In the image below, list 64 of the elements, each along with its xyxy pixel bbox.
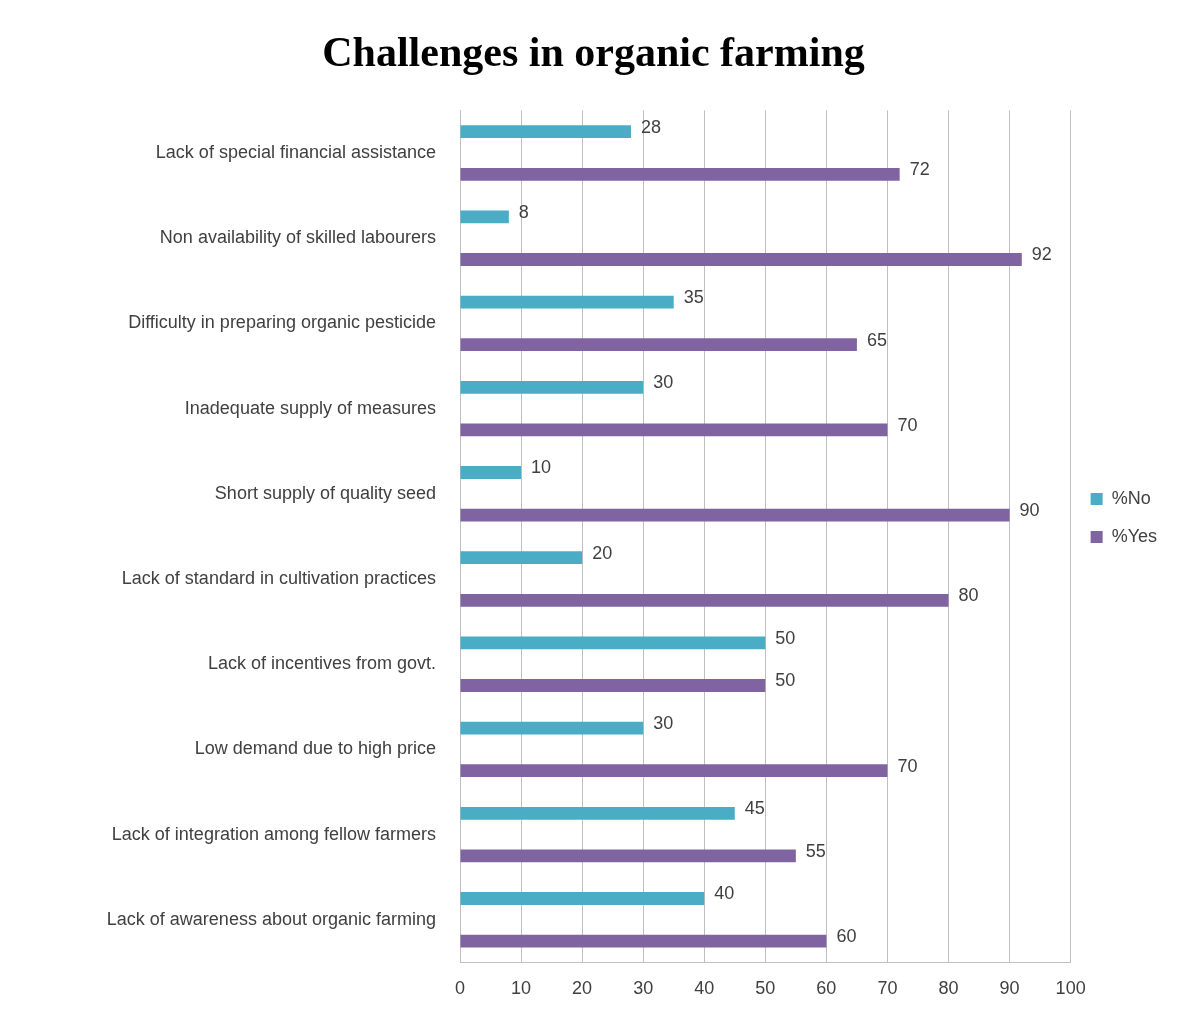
- data-label: 10: [531, 457, 552, 478]
- x-tick-label: 20: [572, 978, 593, 999]
- x-tick-label: 90: [999, 978, 1020, 999]
- data-label: 60: [836, 926, 857, 947]
- x-tick-label: 50: [755, 978, 776, 999]
- y-tick-label: Lack of incentives from govt.: [207, 653, 436, 674]
- data-label: 80: [958, 585, 979, 606]
- bar: [460, 764, 888, 778]
- y-tick-label: Lack of standard in cultivation practices: [121, 567, 436, 588]
- bar: [460, 508, 1010, 522]
- legend-label: %No: [1111, 487, 1151, 508]
- x-tick-label: 100: [1055, 978, 1086, 999]
- data-label: 65: [866, 329, 887, 350]
- x-tick-label: 40: [694, 978, 715, 999]
- data-label: 70: [897, 414, 918, 435]
- y-tick-label: Lack of special financial assistance: [155, 141, 436, 162]
- y-tick-label: Difficulty in preparing organic pesticide: [128, 312, 436, 333]
- y-tick-label: Low demand due to high price: [194, 738, 436, 759]
- data-label: 50: [775, 670, 796, 691]
- data-label: 28: [640, 116, 662, 137]
- x-tick-label: 30: [633, 978, 654, 999]
- x-tick-label: 70: [877, 978, 898, 999]
- bar: [460, 636, 766, 650]
- data-label: 70: [897, 755, 918, 776]
- bar: [460, 423, 888, 437]
- bar: [460, 338, 857, 352]
- x-tick-label: 0: [454, 978, 466, 999]
- x-tick-label: 80: [938, 978, 959, 999]
- y-tick-label: Short supply of quality seed: [214, 482, 436, 503]
- data-label: 30: [653, 372, 674, 393]
- bar: [460, 210, 509, 224]
- bar: [460, 593, 949, 607]
- bar: [460, 721, 644, 735]
- bar: [460, 253, 1022, 266]
- data-label: 72: [909, 159, 930, 180]
- bar: [460, 849, 796, 863]
- data-label: 8: [518, 201, 529, 222]
- bar: [460, 806, 735, 820]
- bar: [460, 466, 522, 479]
- bar: [460, 934, 827, 948]
- data-label: 55: [805, 840, 826, 861]
- bar: [460, 125, 631, 139]
- bar: [460, 679, 766, 692]
- bar: [460, 551, 583, 565]
- bar: [460, 295, 674, 309]
- y-tick-label: Lack of awareness about organic farming: [106, 908, 436, 929]
- data-label: 40: [714, 883, 735, 904]
- data-label: 92: [1031, 244, 1052, 265]
- chart-title: Challenges in organic farming: [322, 29, 865, 76]
- bar: [460, 380, 644, 394]
- x-tick-label: 10: [511, 978, 532, 999]
- y-tick-label: Non availability of skilled labourers: [159, 227, 436, 248]
- data-label: 30: [653, 713, 674, 734]
- data-label: 50: [775, 627, 796, 648]
- x-tick-label: 60: [816, 978, 837, 999]
- y-tick-label: Lack of integration among fellow farmers: [111, 823, 436, 844]
- data-label: 20: [592, 542, 613, 563]
- bar: [460, 167, 900, 181]
- y-tick-label: Inadequate supply of measures: [184, 397, 436, 418]
- bar: [460, 892, 705, 905]
- data-label: 35: [683, 287, 704, 308]
- legend-label: %Yes: [1111, 525, 1158, 546]
- data-label: 45: [744, 798, 765, 819]
- data-label: 90: [1019, 500, 1040, 521]
